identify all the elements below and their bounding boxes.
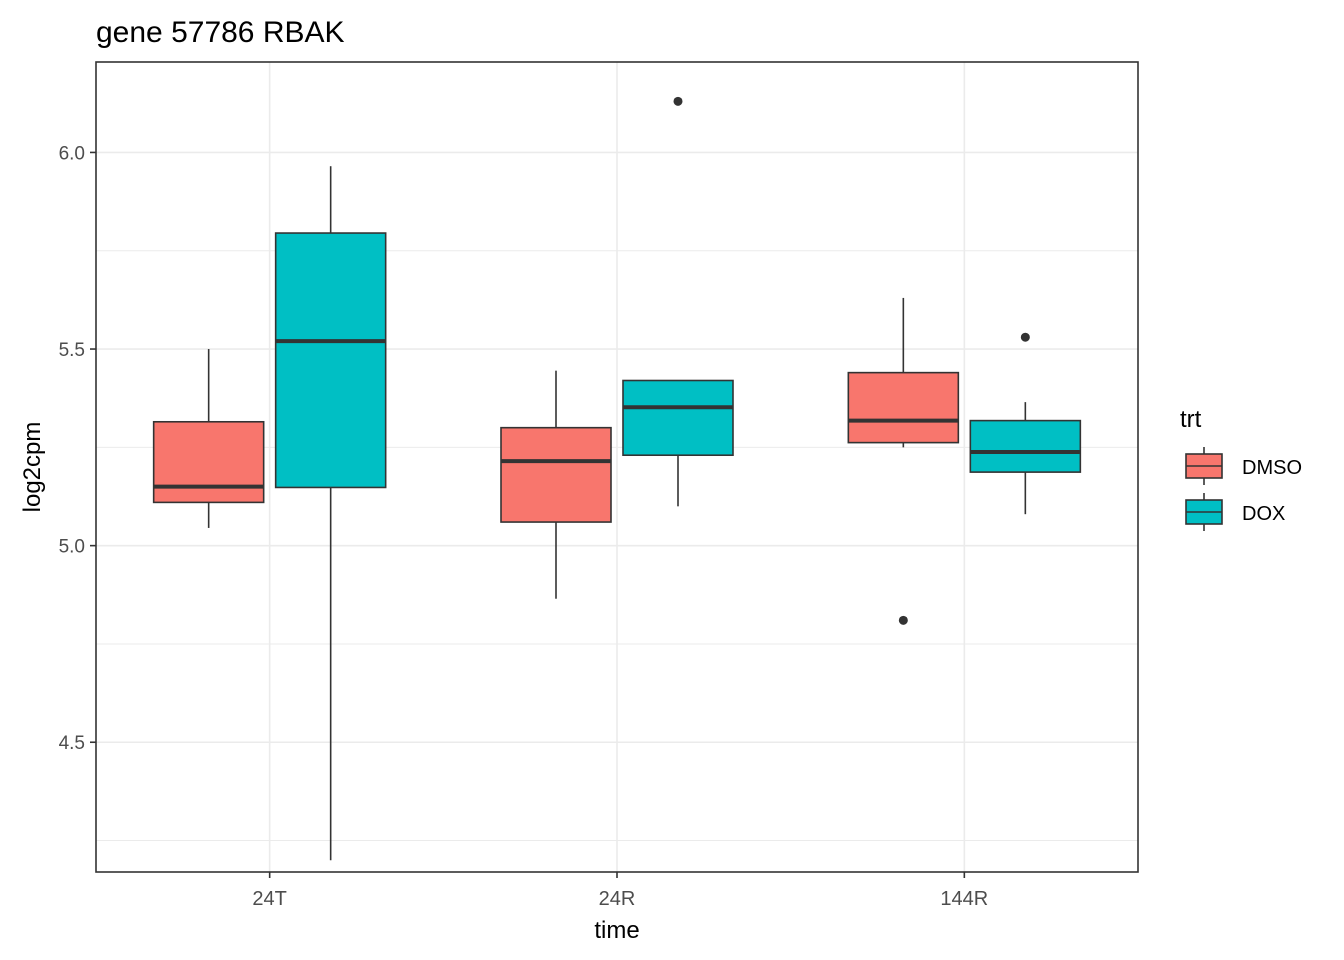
- y-axis-title: log2cpm: [19, 422, 46, 513]
- plot-panel: [95, 61, 1139, 873]
- outlier-point: [1020, 332, 1030, 342]
- legend-item-dox: DOX: [1185, 493, 1285, 531]
- box-iqr: [969, 419, 1082, 473]
- box-iqr: [274, 232, 387, 489]
- y-tick-label: 4.5: [59, 733, 85, 754]
- legend-label: DMSO: [1242, 457, 1302, 479]
- box-dox-24t: [274, 166, 387, 861]
- y-tick-label: 6.0: [59, 143, 85, 164]
- chart-title: gene 57786 RBAK: [96, 16, 345, 49]
- box-dmso-24t: [152, 349, 265, 528]
- x-tick-label: 144R: [940, 888, 988, 910]
- legend-item-dmso: DMSO: [1185, 447, 1302, 485]
- legend: trt DMSO DOX: [1180, 406, 1302, 531]
- box-dox-24r: [622, 96, 734, 507]
- outlier-point: [898, 615, 908, 625]
- box-dmso-144r: [847, 297, 960, 625]
- outlier-point: [673, 96, 683, 106]
- x-axis-title: time: [594, 917, 639, 944]
- x-tick-label: 24R: [599, 888, 636, 910]
- legend-label: DOX: [1242, 503, 1285, 525]
- box-iqr: [152, 420, 265, 504]
- box-iqr: [622, 379, 734, 457]
- box-dox-144r: [969, 332, 1082, 515]
- legend-title: trt: [1180, 406, 1202, 433]
- y-tick-label: 5.5: [59, 340, 85, 361]
- box-dmso-24r: [500, 370, 612, 599]
- y-tick-label: 5.0: [59, 537, 85, 558]
- box-iqr: [847, 371, 960, 444]
- x-tick-label: 24T: [252, 888, 286, 910]
- box-iqr: [500, 426, 612, 523]
